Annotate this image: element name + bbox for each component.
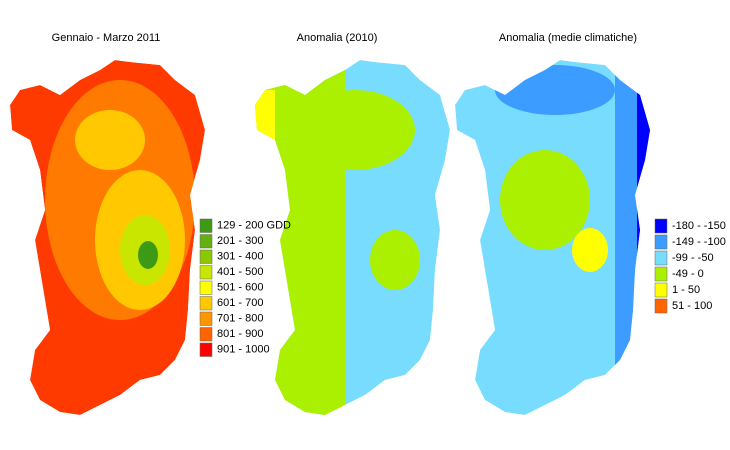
legend-label: 801 - 900 — [217, 328, 263, 340]
legend-label: 401 - 500 — [217, 266, 263, 278]
map-3 — [455, 60, 650, 415]
legend-label: 51 - 100 — [672, 300, 712, 312]
legend-swatch — [199, 296, 213, 311]
legend-swatch — [654, 250, 668, 266]
legend-swatch — [199, 327, 213, 342]
legend-label: 129 - 200 GDD — [217, 220, 291, 232]
legend-label: 301 - 400 — [217, 251, 263, 263]
legend-swatch — [654, 282, 668, 298]
legend-label: -99 - -50 — [672, 252, 714, 264]
legend-swatch — [199, 280, 213, 295]
legend-label: -49 - 0 — [672, 268, 704, 280]
legend-swatch — [199, 249, 213, 264]
legend-label: 901 - 1000 — [217, 344, 270, 356]
legend-swatch — [654, 298, 668, 314]
legend-label: 1 - 50 — [672, 284, 700, 296]
map-title: Anomalia (medie climatiche) — [499, 32, 637, 44]
map-title: Gennaio - Marzo 2011 — [52, 32, 161, 44]
legend-label: 701 - 800 — [217, 313, 263, 325]
legend-swatch — [199, 311, 213, 326]
legend-swatch — [199, 218, 213, 233]
legend-swatch — [199, 234, 213, 249]
legend-label: 201 - 300 — [217, 235, 263, 247]
legend-label: 501 - 600 — [217, 282, 263, 294]
map-1 — [10, 60, 205, 415]
legend-swatch — [199, 265, 213, 280]
legend-swatch — [654, 234, 668, 250]
map-title: Anomalia (2010) — [297, 32, 378, 44]
legend-swatch — [654, 266, 668, 282]
legend-swatch — [654, 218, 668, 234]
legend-label: -180 - -150 — [672, 220, 726, 232]
legend-label: 601 - 700 — [217, 297, 263, 309]
legend-label: -149 - -100 — [672, 236, 726, 248]
legend-swatch — [199, 342, 213, 357]
